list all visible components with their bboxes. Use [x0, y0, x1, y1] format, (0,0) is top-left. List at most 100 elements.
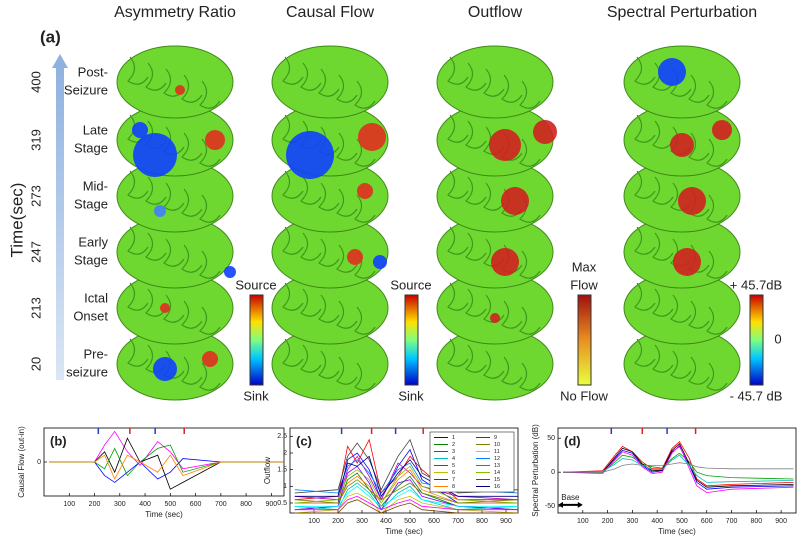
series-line — [563, 442, 794, 488]
brain-fold — [465, 120, 487, 149]
brain-fold — [282, 282, 304, 311]
legend-entry: 2 — [452, 442, 455, 448]
brain-fold — [465, 288, 487, 317]
time-arrow-head — [52, 54, 68, 68]
activation — [490, 313, 500, 323]
brain-fold — [670, 350, 692, 379]
stage-label: Ictal — [84, 290, 108, 305]
x-axis-label: Time (sec) — [145, 510, 183, 519]
colorbar-bottom-label: Sink — [243, 388, 269, 403]
column-title: Causal Flow — [286, 4, 374, 21]
stage-label: seizure — [66, 364, 108, 379]
brain-fold — [181, 300, 203, 329]
brain-fold — [163, 238, 185, 267]
brain-fold — [688, 132, 710, 161]
brain-fold — [336, 300, 358, 329]
brain-fold — [501, 356, 523, 385]
brain-fold — [282, 170, 304, 199]
brain-fold — [354, 80, 376, 109]
y-tick-label: 2.5 — [277, 433, 287, 440]
brain-fold — [354, 362, 376, 391]
brain-fold — [706, 250, 728, 279]
brain-fold — [447, 114, 469, 143]
x-tick-label: 700 — [726, 518, 738, 525]
activation — [501, 187, 529, 215]
brain-fold — [318, 238, 340, 267]
panel-label: (b) — [50, 433, 67, 448]
legend-entry: 8 — [452, 484, 455, 490]
colorbar-bottom-label: - 45.7 dB — [730, 388, 783, 403]
time-label: 400 — [28, 71, 43, 93]
time-label: 20 — [28, 357, 43, 371]
brain-fold — [127, 282, 149, 311]
brain-fold — [354, 194, 376, 223]
activation — [202, 351, 218, 367]
activation — [153, 357, 177, 381]
brain-fold — [127, 226, 149, 255]
panel-label: (c) — [296, 433, 312, 448]
x-tick-label: 700 — [452, 518, 464, 525]
colorbar-top-label: + 45.7dB — [730, 277, 782, 292]
time-label: 213 — [28, 297, 43, 319]
x-tick-label: 400 — [139, 501, 151, 508]
series-line — [294, 495, 518, 511]
legend-entry: 11 — [494, 449, 500, 455]
x-tick-label: 100 — [308, 518, 320, 525]
stage-label: Stage — [74, 252, 108, 267]
legend-entry: 14 — [494, 470, 500, 476]
y-axis-label: Spectral Perturbation (dB) — [531, 424, 540, 517]
arrow-head — [558, 501, 583, 508]
brain-fold — [706, 80, 728, 109]
brain-fold — [465, 344, 487, 373]
legend-entry: 9 — [494, 435, 497, 441]
x-tick-label: 200 — [602, 518, 614, 525]
legend-entry: 4 — [452, 456, 455, 462]
brain-fold — [652, 344, 674, 373]
brain-fold — [354, 138, 376, 167]
brain-fold — [519, 138, 541, 167]
brain-fold — [354, 306, 376, 335]
brain-fold — [181, 356, 203, 385]
activation — [489, 129, 521, 161]
brain-fold — [634, 338, 656, 367]
x-tick-label: 300 — [627, 518, 639, 525]
colorbar-top-label: Source — [235, 277, 276, 292]
activation — [205, 130, 225, 150]
x-tick-label: 500 — [164, 501, 176, 508]
brain-fold — [447, 338, 469, 367]
panel-a — [52, 54, 764, 386]
activation — [533, 120, 557, 144]
x-tick-label: 800 — [750, 518, 762, 525]
legend-entry: 5 — [452, 463, 455, 469]
activation — [658, 58, 686, 86]
x-tick-label: 100 — [63, 501, 75, 508]
legend-entry: 1 — [452, 435, 455, 441]
brain-fold — [145, 288, 167, 317]
colorbar-top-label: Max — [572, 259, 597, 274]
x-tick-label: 600 — [428, 518, 440, 525]
brain-fold — [336, 244, 358, 273]
x-tick-label: 900 — [500, 518, 512, 525]
brain-fold — [634, 114, 656, 143]
x-tick-label: 900 — [266, 501, 278, 508]
legend-entry: 13 — [494, 463, 500, 469]
brain-fold — [181, 244, 203, 273]
legend-entry: 15 — [494, 477, 500, 483]
x-tick-label: 600 — [701, 518, 713, 525]
x-tick-label: 200 — [332, 518, 344, 525]
brain-fold — [706, 138, 728, 167]
activation — [373, 255, 387, 269]
brain-fold — [318, 68, 340, 97]
brain-fold — [652, 176, 674, 205]
activation — [160, 303, 170, 313]
brain-fold — [465, 176, 487, 205]
brain-fold — [318, 294, 340, 323]
y-tick-label: 1 — [283, 483, 287, 490]
activation — [670, 133, 694, 157]
stage-label: Mid- — [83, 178, 108, 193]
brain-fold — [447, 170, 469, 199]
brain-fold — [127, 338, 149, 367]
y-tick-label: 0 — [37, 459, 41, 466]
brain-fold — [501, 300, 523, 329]
